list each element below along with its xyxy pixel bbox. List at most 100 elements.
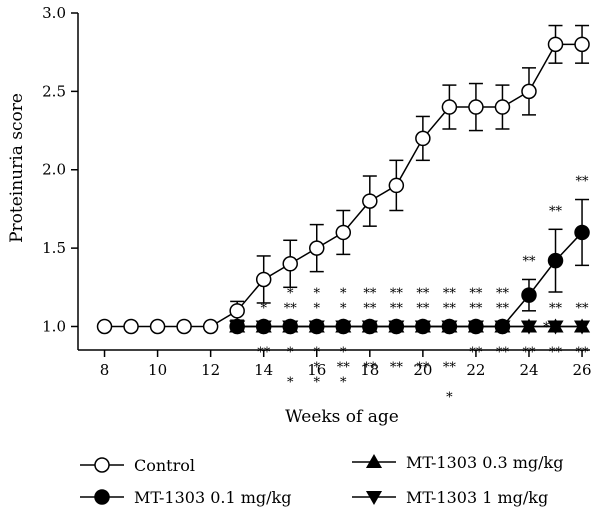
significance-label: ** xyxy=(337,360,351,375)
y-tick-label: 2.5 xyxy=(42,82,66,100)
significance-label: ** xyxy=(443,286,457,301)
y-tick-label: 1.5 xyxy=(42,239,66,257)
significance-label: ** xyxy=(443,360,457,375)
x-tick-label: 24 xyxy=(519,361,538,379)
significance-label: ** xyxy=(284,301,298,316)
data-point xyxy=(547,318,564,333)
x-tick-label: 26 xyxy=(572,361,591,379)
significance-label: ** xyxy=(496,286,510,301)
significance-label: * xyxy=(287,375,294,390)
data-point xyxy=(362,193,378,209)
significance-label: ** xyxy=(390,286,404,301)
significance-label: ** xyxy=(390,360,404,375)
data-point xyxy=(176,318,192,335)
significance-label: ** xyxy=(576,301,590,316)
data-point xyxy=(149,318,166,335)
data-point xyxy=(494,318,511,335)
data-point xyxy=(468,99,484,115)
legend-marker xyxy=(365,453,383,469)
data-point xyxy=(335,318,352,335)
significance-label: * xyxy=(314,345,321,360)
significance-label: ** xyxy=(257,345,271,360)
significance-label: ** xyxy=(549,345,563,360)
series-layer xyxy=(96,24,591,335)
data-point xyxy=(335,224,352,241)
data-point xyxy=(388,177,405,194)
significance-label: * xyxy=(287,345,294,360)
series-0 xyxy=(96,24,590,335)
significance-label: * xyxy=(340,345,347,360)
data-point xyxy=(229,318,245,335)
significance-label: ** xyxy=(443,301,457,316)
series-1 xyxy=(229,198,590,335)
data-point xyxy=(574,224,590,241)
significance-label: * xyxy=(340,301,347,316)
significance-label: ** xyxy=(576,345,590,360)
legend-label: Control xyxy=(134,456,195,475)
data-point xyxy=(441,99,458,115)
significance-label: * xyxy=(446,390,453,405)
significance-label: * xyxy=(287,286,294,301)
significance-label: ** xyxy=(416,286,430,301)
y-axis-title: Proteinuria score xyxy=(7,93,27,243)
x-tick-label: 22 xyxy=(466,361,485,379)
data-point xyxy=(255,318,272,335)
data-point xyxy=(96,318,113,335)
significance-label: ** xyxy=(496,345,510,360)
x-tick-label: 20 xyxy=(413,361,432,379)
significance-label: ** xyxy=(416,301,430,316)
legend-item-3: MT-1303 1 mg/kg xyxy=(352,488,548,507)
legend-marker xyxy=(94,457,110,473)
data-point xyxy=(229,303,245,319)
data-point xyxy=(441,318,458,335)
significance-label: ** xyxy=(522,254,536,269)
significance-label: ** xyxy=(469,301,483,316)
legend-item-0: Control xyxy=(80,456,195,475)
data-point xyxy=(362,318,378,335)
significance-label: ** xyxy=(496,301,510,316)
significance-label: ** xyxy=(522,345,536,360)
data-point xyxy=(255,271,272,288)
x-tick-label: 12 xyxy=(201,361,220,379)
significance-label: * xyxy=(314,286,321,301)
legend-label: MT-1303 0.3 mg/kg xyxy=(406,453,563,472)
significance-label: ** xyxy=(416,360,430,375)
data-point xyxy=(494,99,511,115)
data-point xyxy=(309,240,325,256)
y-tick-label: 2.0 xyxy=(42,161,66,179)
axes: 8 10 12 14 16 18 20 22 24 26 1.0 1.5 2.0 2.5 3.0 xyxy=(42,4,591,379)
significance-label: * xyxy=(314,375,321,390)
x-tick-label: 10 xyxy=(148,361,167,379)
data-point xyxy=(309,318,325,335)
x-axis-title: Weeks of age xyxy=(285,407,399,427)
legend: Control MT-1303 0.1 mg/kg MT-1303 0.3 mg/k… xyxy=(80,453,563,507)
data-point xyxy=(547,36,564,53)
significance-label: ** xyxy=(469,345,483,360)
x-tick-label: 14 xyxy=(254,361,273,379)
significance-label: ** xyxy=(363,286,377,301)
significance-label: * xyxy=(314,301,321,316)
legend-marker xyxy=(365,490,383,506)
significance-label: ** xyxy=(543,320,557,335)
significance-label: ** xyxy=(363,301,377,316)
data-point xyxy=(123,318,139,335)
data-point xyxy=(520,318,538,333)
significance-label: * xyxy=(340,286,347,301)
x-tick-label: 8 xyxy=(100,361,110,379)
significance-label: * xyxy=(260,301,267,316)
data-point xyxy=(282,318,298,335)
significance-label: ** xyxy=(576,175,590,190)
legend-item-2: MT-1303 0.3 mg/kg xyxy=(352,453,563,472)
significance-label: * xyxy=(314,360,321,375)
x-tick-label: 16 xyxy=(307,361,326,379)
data-point xyxy=(388,318,405,335)
data-point xyxy=(415,130,431,147)
data-point xyxy=(573,318,591,333)
data-point xyxy=(547,252,564,269)
data-point xyxy=(574,36,590,53)
data-point xyxy=(521,83,537,100)
significance-annotations: ******************************** ** ******… xyxy=(257,175,589,406)
significance-label: ** xyxy=(363,360,377,375)
data-point xyxy=(282,256,298,272)
legend-item-1: MT-1303 0.1 mg/kg xyxy=(80,488,291,507)
